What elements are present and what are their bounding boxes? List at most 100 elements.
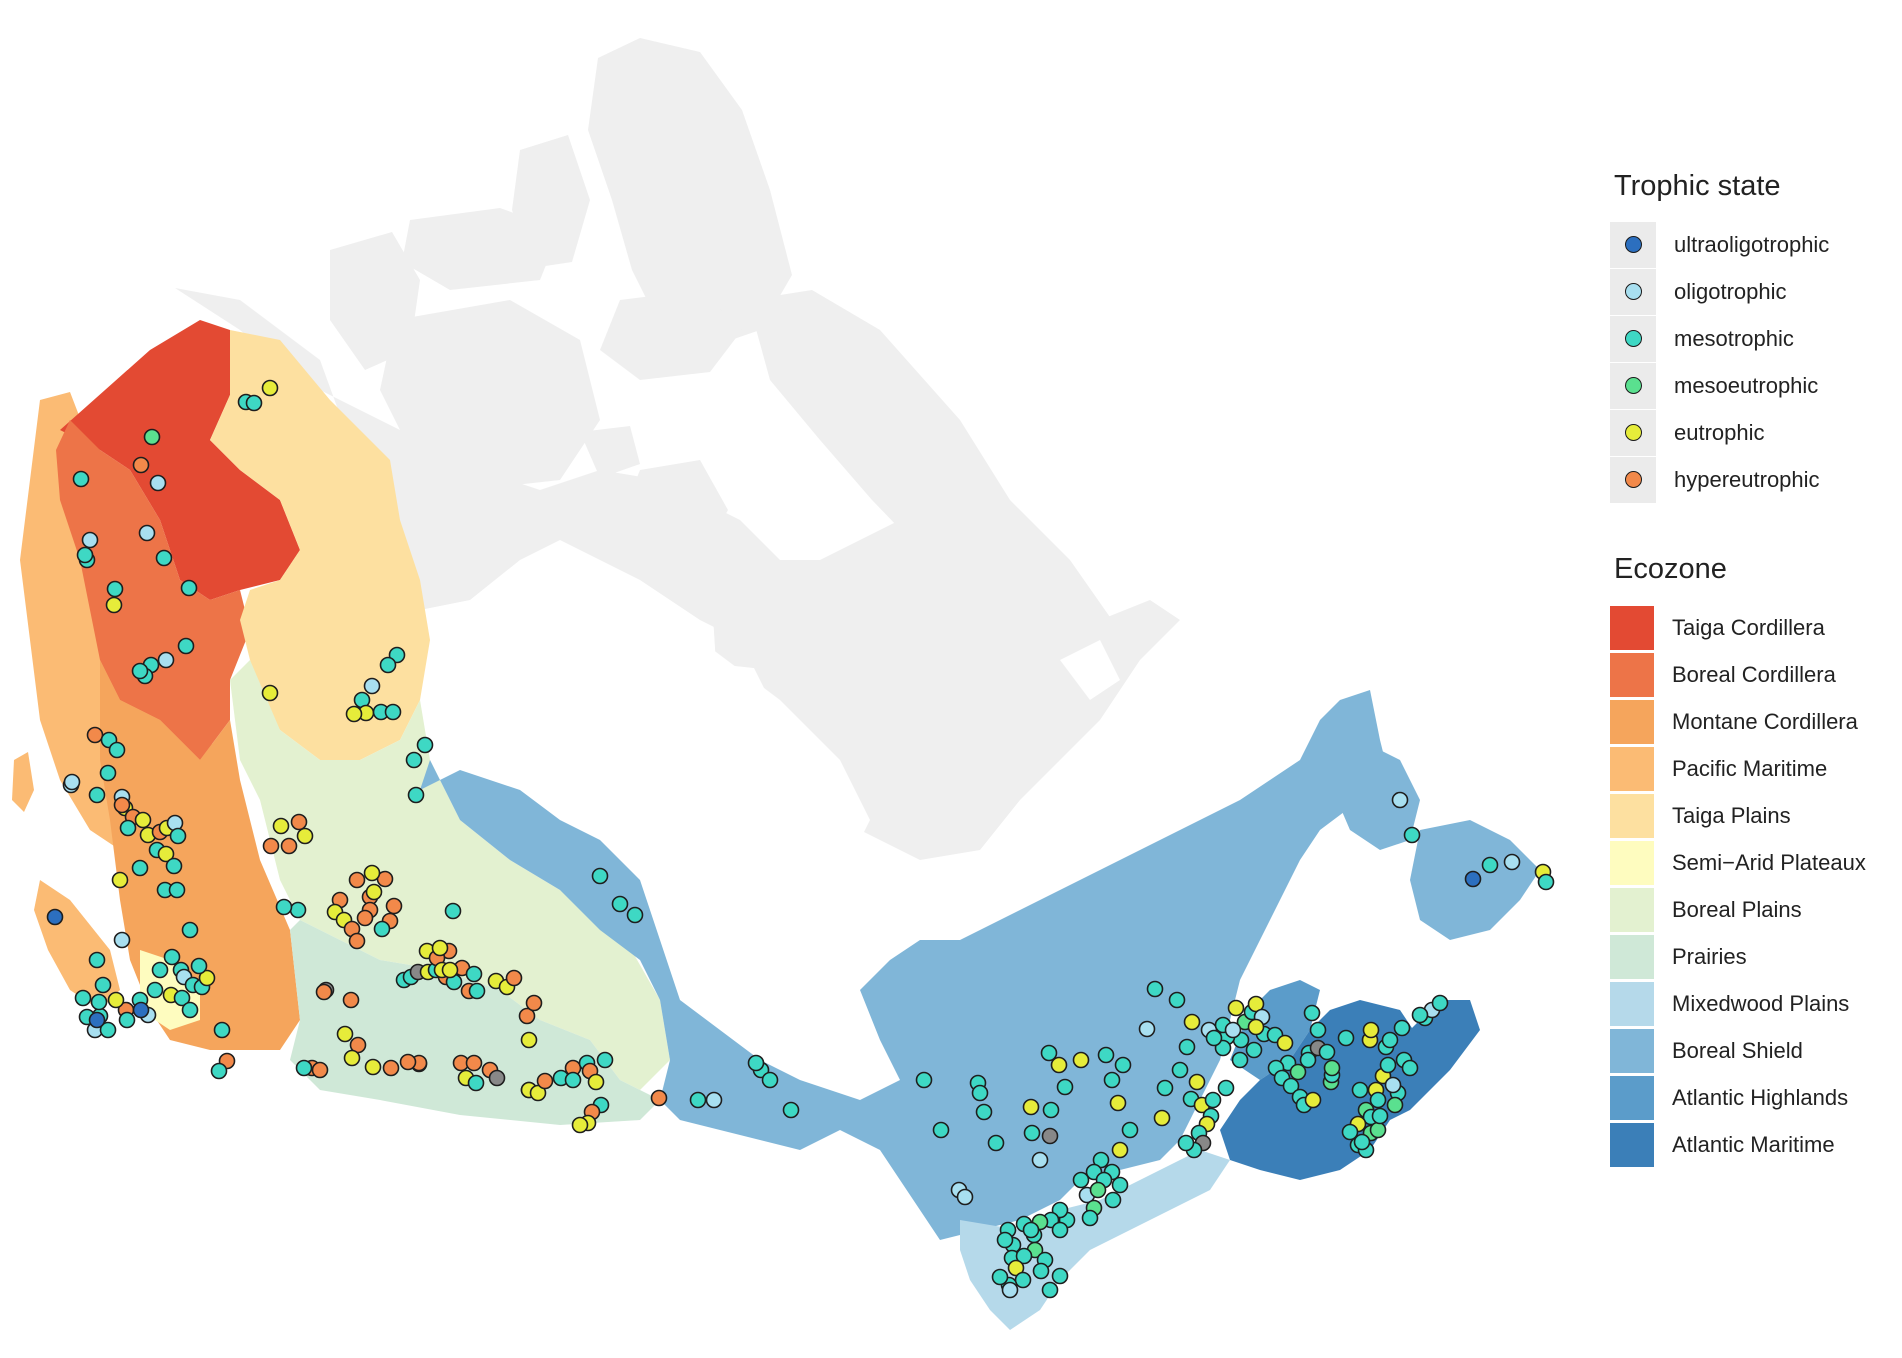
site-marker <box>86 726 104 744</box>
legend-item-hypereutrophic: hypereutrophic <box>1610 456 1902 503</box>
site-marker <box>1089 1181 1107 1199</box>
site-marker <box>261 684 279 702</box>
trophic-state-legend-title: Trophic state <box>1614 170 1781 202</box>
site-marker <box>365 883 383 901</box>
sample-sites <box>46 379 1555 1299</box>
ecozone-swatch <box>1610 1122 1654 1167</box>
legend-label: mesoeutrophic <box>1674 372 1819 398</box>
site-marker <box>134 811 152 829</box>
site-marker <box>1014 1271 1032 1289</box>
site-marker <box>275 898 293 916</box>
ecozone-legend-title: Ecozone <box>1614 553 1727 585</box>
site-marker <box>384 703 402 721</box>
legend-item-boreal-shield: Boreal Shield <box>1610 1027 1902 1074</box>
legend-label: Mixedwood Plains <box>1672 990 1850 1016</box>
site-marker <box>1178 1038 1196 1056</box>
site-marker <box>177 637 195 655</box>
site-marker <box>131 662 149 680</box>
site-marker <box>1537 873 1555 891</box>
site-marker <box>1001 1281 1019 1299</box>
site-marker <box>591 867 609 885</box>
site-marker <box>88 951 106 969</box>
site-marker <box>1171 1061 1189 1079</box>
mesotrophic-dot <box>1624 330 1642 347</box>
site-marker <box>119 819 137 837</box>
ecozone-swatch <box>1610 652 1654 697</box>
mainland-north <box>175 288 1180 860</box>
site-marker <box>1227 999 1245 1017</box>
site-marker <box>1384 1076 1402 1094</box>
site-marker <box>46 908 64 926</box>
site-marker <box>416 736 434 754</box>
site-marker <box>1431 994 1449 1012</box>
site-marker <box>1303 1004 1321 1022</box>
site-marker <box>1007 1259 1025 1277</box>
site-marker <box>518 1007 536 1025</box>
site-marker <box>105 596 123 614</box>
legend-key <box>1610 268 1656 315</box>
site-marker <box>407 786 425 804</box>
site-marker <box>1276 1034 1294 1052</box>
site-marker <box>1183 1013 1201 1031</box>
site-marker <box>108 741 126 759</box>
site-marker <box>1503 853 1521 871</box>
site-marker <box>1050 1056 1068 1074</box>
site-marker <box>113 931 131 949</box>
ecozone-taiga-cordillera <box>60 320 300 600</box>
site-marker <box>1022 1221 1040 1239</box>
site-marker <box>138 524 156 542</box>
legend-label: Pacific Maritime <box>1672 755 1828 781</box>
site-marker <box>1369 1121 1387 1139</box>
site-marker <box>296 827 314 845</box>
legend-item-taiga-plains: Taiga Plains <box>1610 792 1902 839</box>
legend-item-ultraoligotrophic: ultraoligotrophic <box>1610 221 1902 268</box>
site-marker <box>155 549 173 567</box>
legend-label: Boreal Plains <box>1672 896 1802 922</box>
site-marker <box>1081 1209 1099 1227</box>
site-marker <box>1318 1043 1336 1061</box>
site-marker <box>441 961 459 979</box>
site-marker <box>1156 1079 1174 1097</box>
site-marker <box>382 1059 400 1077</box>
site-marker <box>90 993 108 1011</box>
ecozone-swatch <box>1610 887 1654 932</box>
ecozone-swatch <box>1610 1075 1654 1120</box>
mesoeutrophic-dot <box>1624 377 1642 394</box>
site-marker <box>467 1074 485 1092</box>
site-marker <box>1153 1109 1171 1127</box>
site-marker <box>118 1011 136 1029</box>
site-marker <box>157 845 175 863</box>
devon-island <box>600 290 742 380</box>
site-marker <box>1247 1018 1265 1036</box>
site-marker <box>1379 1056 1397 1074</box>
site-marker <box>1051 1221 1069 1239</box>
legend-key <box>1610 315 1656 362</box>
site-marker <box>181 921 199 939</box>
legend-label: Boreal Cordillera <box>1672 661 1836 687</box>
site-marker <box>272 817 290 835</box>
legend-item-oligotrophic: oligotrophic <box>1610 268 1902 315</box>
ecozone-swatch <box>1610 605 1654 650</box>
ultraoligotrophic-dot <box>1624 236 1642 253</box>
legend-key <box>1610 221 1656 268</box>
site-marker <box>1204 1091 1222 1109</box>
site-marker <box>1177 1134 1195 1152</box>
site-marker <box>74 989 92 1007</box>
legend-item-mesotrophic: mesotrophic <box>1610 315 1902 362</box>
legend-label: Atlantic Highlands <box>1672 1084 1849 1110</box>
legend-item-boreal-plains: Boreal Plains <box>1610 886 1902 933</box>
site-marker <box>915 1071 933 1089</box>
site-marker <box>1323 1059 1341 1077</box>
site-marker <box>1401 1059 1419 1077</box>
site-marker <box>525 994 543 1012</box>
legend-label: oligotrophic <box>1674 278 1787 304</box>
hypereutrophic-dot <box>1624 471 1642 488</box>
site-marker <box>1040 1044 1058 1062</box>
legend-item-mixedwood-plains: Mixedwood Plains <box>1610 980 1902 1027</box>
site-marker <box>113 796 131 814</box>
site-marker <box>444 902 462 920</box>
site-marker <box>705 1091 723 1109</box>
parry-islands <box>402 208 560 290</box>
victoria-island <box>380 300 600 490</box>
site-marker <box>76 546 94 564</box>
